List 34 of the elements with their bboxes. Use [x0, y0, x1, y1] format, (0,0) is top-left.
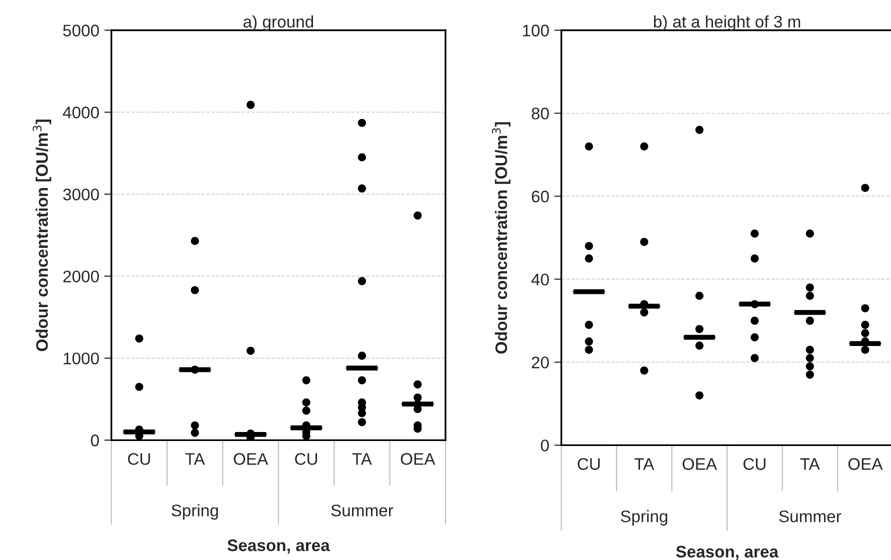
x-tick-label: CU [128, 453, 150, 465]
text: Summer [779, 510, 842, 522]
text: Summer [331, 504, 394, 516]
x-tick-label: CU [743, 458, 766, 470]
y-tick-label: 20 [532, 356, 549, 368]
y-tick-label: 0 [540, 440, 549, 452]
y-tick-label: 40 [531, 274, 549, 286]
x-tick-label: TA [185, 453, 205, 465]
x-tick-label: OEA [234, 453, 268, 465]
chart-title: a) ground [243, 15, 314, 31]
y-tick-label: 5000 [63, 24, 99, 36]
y-tick-label: 60 [532, 190, 549, 202]
x-tick-label: OEA [400, 453, 436, 465]
x-tick-label: TA [634, 458, 654, 470]
chart-title: b) at a height of 3 m [654, 15, 800, 31]
x-tick-label: OEA [682, 458, 717, 470]
y-tick-label: 100 [522, 24, 549, 36]
x-tick-label: CU [578, 458, 600, 470]
y-tick-label: 0 [90, 434, 99, 446]
y-axis-title: Odour concentration [OU/m$^{3}$] [32, 120, 52, 352]
x-tick-label: CU [295, 453, 318, 465]
y-tick-label: 1000 [64, 352, 99, 364]
x-tick-label: OEA [848, 458, 883, 470]
x-axis-title: Season, area [228, 539, 330, 554]
x-axis-title: Season, area [676, 546, 779, 560]
text: Spring [620, 510, 668, 526]
y-tick-label: 2000 [63, 270, 99, 282]
y-tick-label: 80 [532, 108, 549, 120]
x-tick-label: TA [352, 453, 372, 465]
x-tick-label: TA [800, 458, 820, 470]
y-tick-label: 4000 [62, 106, 99, 118]
y-tick-label: 3000 [63, 188, 99, 200]
y-axis-title: Odour concentration [OU/m$^{3}$] [492, 122, 510, 354]
text: Spring [172, 504, 218, 520]
